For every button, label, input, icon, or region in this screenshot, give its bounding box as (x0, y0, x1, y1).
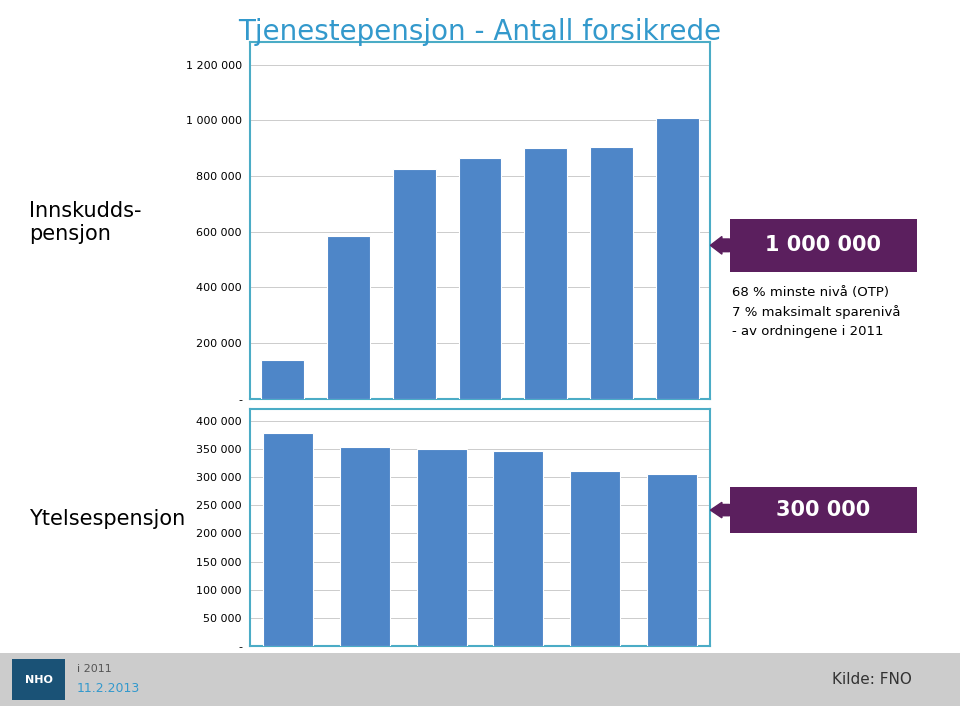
Bar (459, 158, 501, 399)
Bar (263, 433, 313, 646)
Text: Ytelsespensjon: Ytelsespensjon (29, 509, 185, 529)
Text: Kilde: FNO: Kilde: FNO (832, 672, 912, 688)
Text: 300 000: 300 000 (776, 500, 871, 520)
Text: 1 000 000: 1 000 000 (765, 235, 881, 256)
Bar (261, 360, 304, 399)
Bar (524, 148, 567, 399)
Bar (590, 147, 633, 399)
Bar (393, 169, 436, 399)
Text: Tjenestepensjon - Antall forsikrede: Tjenestepensjon - Antall forsikrede (238, 18, 722, 46)
Bar (327, 236, 370, 399)
Bar (656, 118, 699, 399)
Bar (340, 447, 390, 646)
Text: Innskudds-
pensjon: Innskudds- pensjon (29, 201, 141, 244)
Text: 11.2.2013: 11.2.2013 (77, 682, 140, 695)
Text: NHO: NHO (25, 675, 53, 685)
Bar (417, 449, 467, 646)
Bar (647, 474, 697, 646)
Bar (570, 472, 620, 646)
Text: 68 % minste nivå (OTP)
7 % maksimalt sparenivå
- av ordningene i 2011: 68 % minste nivå (OTP) 7 % maksimalt spa… (732, 286, 901, 338)
Bar (493, 450, 543, 646)
Text: i 2011: i 2011 (77, 664, 111, 674)
